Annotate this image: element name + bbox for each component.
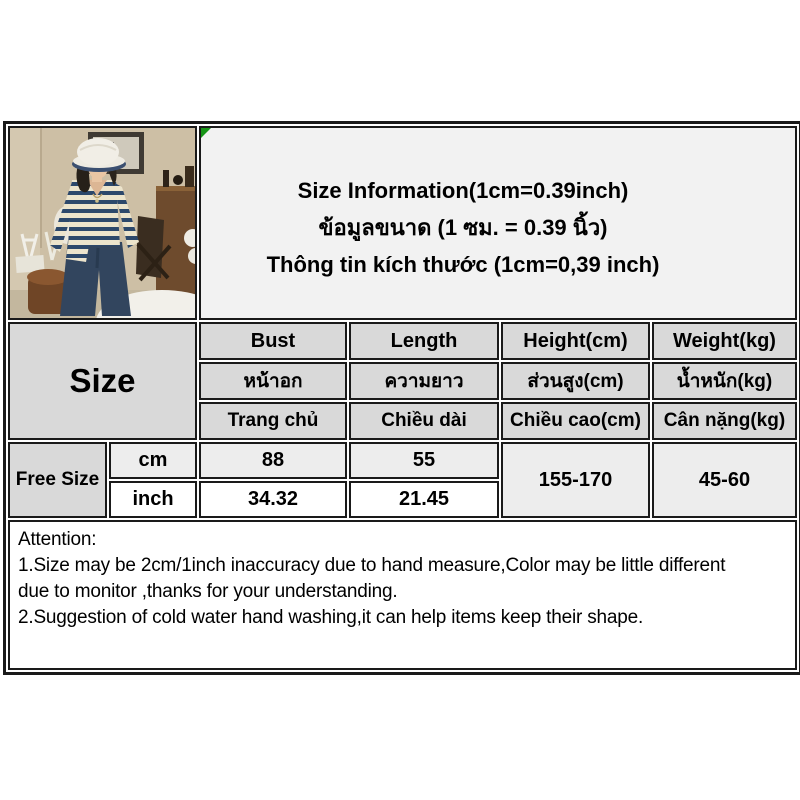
size-table: Size Information(1cm=0.39inch) ข้อมูลขนา… — [3, 121, 800, 675]
title-en: Size Information(1cm=0.39inch) — [297, 178, 629, 203]
weight-range-value: 45-60 — [652, 442, 797, 518]
header-height-vi: Chiều cao(cm) — [501, 402, 650, 440]
bust-cm-value: 88 — [199, 442, 347, 479]
product-photo-cell — [8, 126, 197, 320]
size-info-sheet: Size Information(1cm=0.39inch) ข้อมูลขนา… — [3, 121, 800, 675]
header-bust-th: หน้าอก — [199, 362, 347, 400]
title-th: ข้อมูลขนาด (1 ซม. = 0.39 นิ้ว) — [318, 215, 608, 240]
bust-inch-value: 34.32 — [199, 481, 347, 518]
attention-line-3: 2.Suggestion of cold water hand washing,… — [18, 607, 644, 628]
header-height-th: ส่วนสูง(cm) — [501, 362, 650, 400]
header-row-vi: Trang chủ Chiều dài Chiều cao(cm) Cân nặ… — [8, 402, 797, 440]
header-length-vi: Chiều dài — [349, 402, 499, 440]
data-row-cm: Free Size cm 88 55 155-170 45-60 — [8, 442, 797, 518]
attention-row: Attention: 1.Size may be 2cm/1inch inacc… — [8, 520, 797, 670]
size-name-cell: Free Size — [8, 442, 107, 518]
header-weight-th: น้ำหนัก(kg) — [652, 362, 797, 400]
header-weight-vi: Cân nặng(kg) — [652, 402, 797, 440]
unit-cm-cell: cm — [109, 442, 197, 479]
header-row-en: Size Bust Length Height(cm) Weight(kg) — [8, 322, 797, 440]
title-vi: Thông tin kích thước (1cm=0,39 inch) — [266, 252, 660, 277]
attention-line-2: due to monitor ,thanks for your understa… — [18, 581, 398, 602]
size-header: Size — [8, 322, 197, 440]
data-row-inch: inch 34.32 21.45 — [8, 481, 797, 518]
height-range-value: 155-170 — [501, 442, 650, 518]
length-inch-value: 21.45 — [349, 481, 499, 518]
header-row-th: หน้าอก ความยาว ส่วนสูง(cm) น้ำหนัก(kg) — [8, 362, 797, 400]
title-cell: Size Information(1cm=0.39inch) ข้อมูลขนา… — [199, 126, 797, 320]
attention-line-1: 1.Size may be 2cm/1inch inaccuracy due t… — [18, 555, 726, 576]
header-weight-en: Weight(kg) — [652, 322, 797, 360]
header-bust-vi: Trang chủ — [199, 402, 347, 440]
product-photo — [10, 128, 195, 318]
attention-note: Attention: 1.Size may be 2cm/1inch inacc… — [8, 520, 797, 670]
header-bust-en: Bust — [199, 322, 347, 360]
header-length-th: ความยาว — [349, 362, 499, 400]
corner-marker-icon — [201, 128, 211, 138]
header-height-en: Height(cm) — [501, 322, 650, 360]
length-cm-value: 55 — [349, 442, 499, 479]
attention-title: Attention: — [18, 529, 97, 550]
unit-inch-cell: inch — [109, 481, 197, 518]
header-length-en: Length — [349, 322, 499, 360]
photo-title-row: Size Information(1cm=0.39inch) ข้อมูลขนา… — [8, 126, 797, 320]
